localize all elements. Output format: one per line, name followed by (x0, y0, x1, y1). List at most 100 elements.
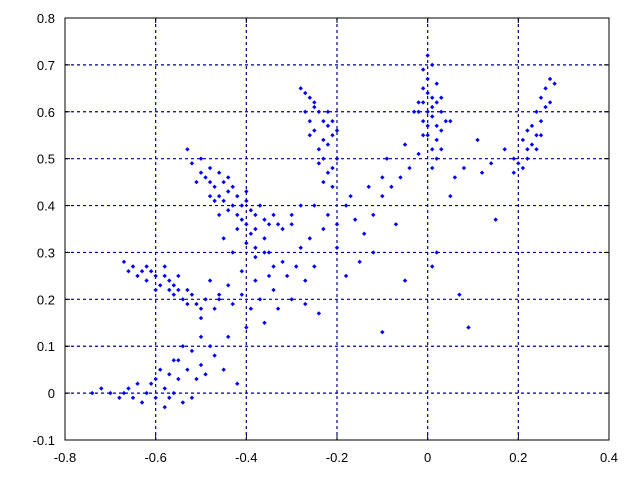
data-point (330, 184, 335, 189)
data-point (185, 287, 190, 293)
data-point (226, 334, 231, 340)
data-point (226, 175, 231, 180)
data-point (334, 222, 340, 227)
data-point (434, 123, 439, 129)
data-point (176, 358, 181, 363)
data-point (203, 297, 208, 302)
data-point (139, 269, 145, 274)
data-point (425, 53, 430, 58)
data-point (425, 90, 430, 96)
data-point (162, 264, 167, 269)
data-point (520, 137, 526, 143)
data-point (244, 325, 249, 330)
data-point (239, 292, 244, 297)
data-point (547, 100, 553, 105)
data-point (266, 250, 272, 255)
data-point (466, 325, 471, 330)
data-point (352, 217, 358, 222)
data-point (430, 104, 435, 110)
data-point (479, 170, 485, 175)
y-tick-label: 0.3 (37, 245, 55, 260)
data-point (416, 109, 421, 114)
data-point (430, 114, 435, 119)
data-point (371, 212, 376, 218)
data-point (207, 165, 213, 171)
data-point (343, 273, 349, 279)
data-point (312, 100, 317, 105)
data-point (185, 367, 190, 372)
data-point (167, 278, 172, 283)
data-point (525, 156, 530, 161)
data-point (248, 306, 254, 311)
data-point (171, 292, 176, 297)
data-point (221, 179, 226, 185)
data-point (280, 259, 285, 265)
data-point (275, 222, 281, 227)
y-tick-label: -0.1 (33, 433, 55, 448)
data-point (316, 109, 322, 114)
data-point (262, 236, 267, 241)
data-point (257, 297, 263, 302)
data-point (425, 133, 430, 138)
data-point (488, 161, 494, 166)
data-point (420, 67, 426, 72)
data-point (226, 189, 231, 194)
data-point (420, 100, 426, 105)
data-point (511, 156, 516, 161)
data-point (198, 306, 204, 311)
data-point (176, 287, 181, 293)
data-point (126, 269, 131, 274)
data-point (380, 175, 385, 180)
data-point (325, 170, 331, 175)
data-point (303, 109, 308, 114)
data-point (312, 128, 317, 133)
data-point (266, 273, 272, 279)
data-point (425, 109, 430, 114)
data-point (312, 104, 317, 110)
data-point (239, 269, 244, 274)
data-point (162, 273, 167, 279)
data-point (439, 109, 444, 114)
data-point (443, 118, 448, 124)
data-point (384, 156, 390, 161)
x-tick-label: -0.4 (235, 450, 257, 465)
data-point (452, 175, 458, 180)
y-tick-label: 0.2 (37, 292, 55, 307)
data-point (321, 137, 326, 143)
data-point (216, 297, 222, 302)
data-point (434, 137, 439, 143)
data-point (343, 203, 349, 208)
data-point (380, 193, 385, 199)
data-point (253, 254, 258, 260)
y-tick-label: 0.5 (37, 152, 55, 167)
data-point (448, 118, 453, 124)
data-point (520, 165, 526, 171)
data-point (189, 292, 195, 297)
data-point (289, 297, 294, 302)
data-point (198, 315, 204, 321)
data-point (402, 278, 408, 283)
data-point (216, 170, 222, 175)
data-point (99, 386, 104, 391)
data-point (475, 137, 480, 143)
data-point (439, 95, 444, 100)
data-point (334, 245, 340, 250)
data-point (203, 372, 208, 377)
data-point (239, 203, 244, 208)
data-point (121, 259, 127, 265)
data-point (207, 278, 213, 283)
data-point (407, 165, 412, 171)
data-point (167, 372, 172, 377)
x-tick-label: -0.2 (326, 450, 348, 465)
data-point (316, 147, 322, 152)
data-point (434, 250, 439, 255)
y-tick-label: 0.1 (37, 339, 55, 354)
data-point (552, 81, 557, 86)
data-point (180, 297, 186, 302)
data-point (266, 222, 272, 227)
data-point (235, 226, 240, 232)
data-point (303, 278, 308, 283)
data-point (244, 189, 249, 194)
data-point (144, 264, 149, 269)
data-point (371, 250, 376, 255)
